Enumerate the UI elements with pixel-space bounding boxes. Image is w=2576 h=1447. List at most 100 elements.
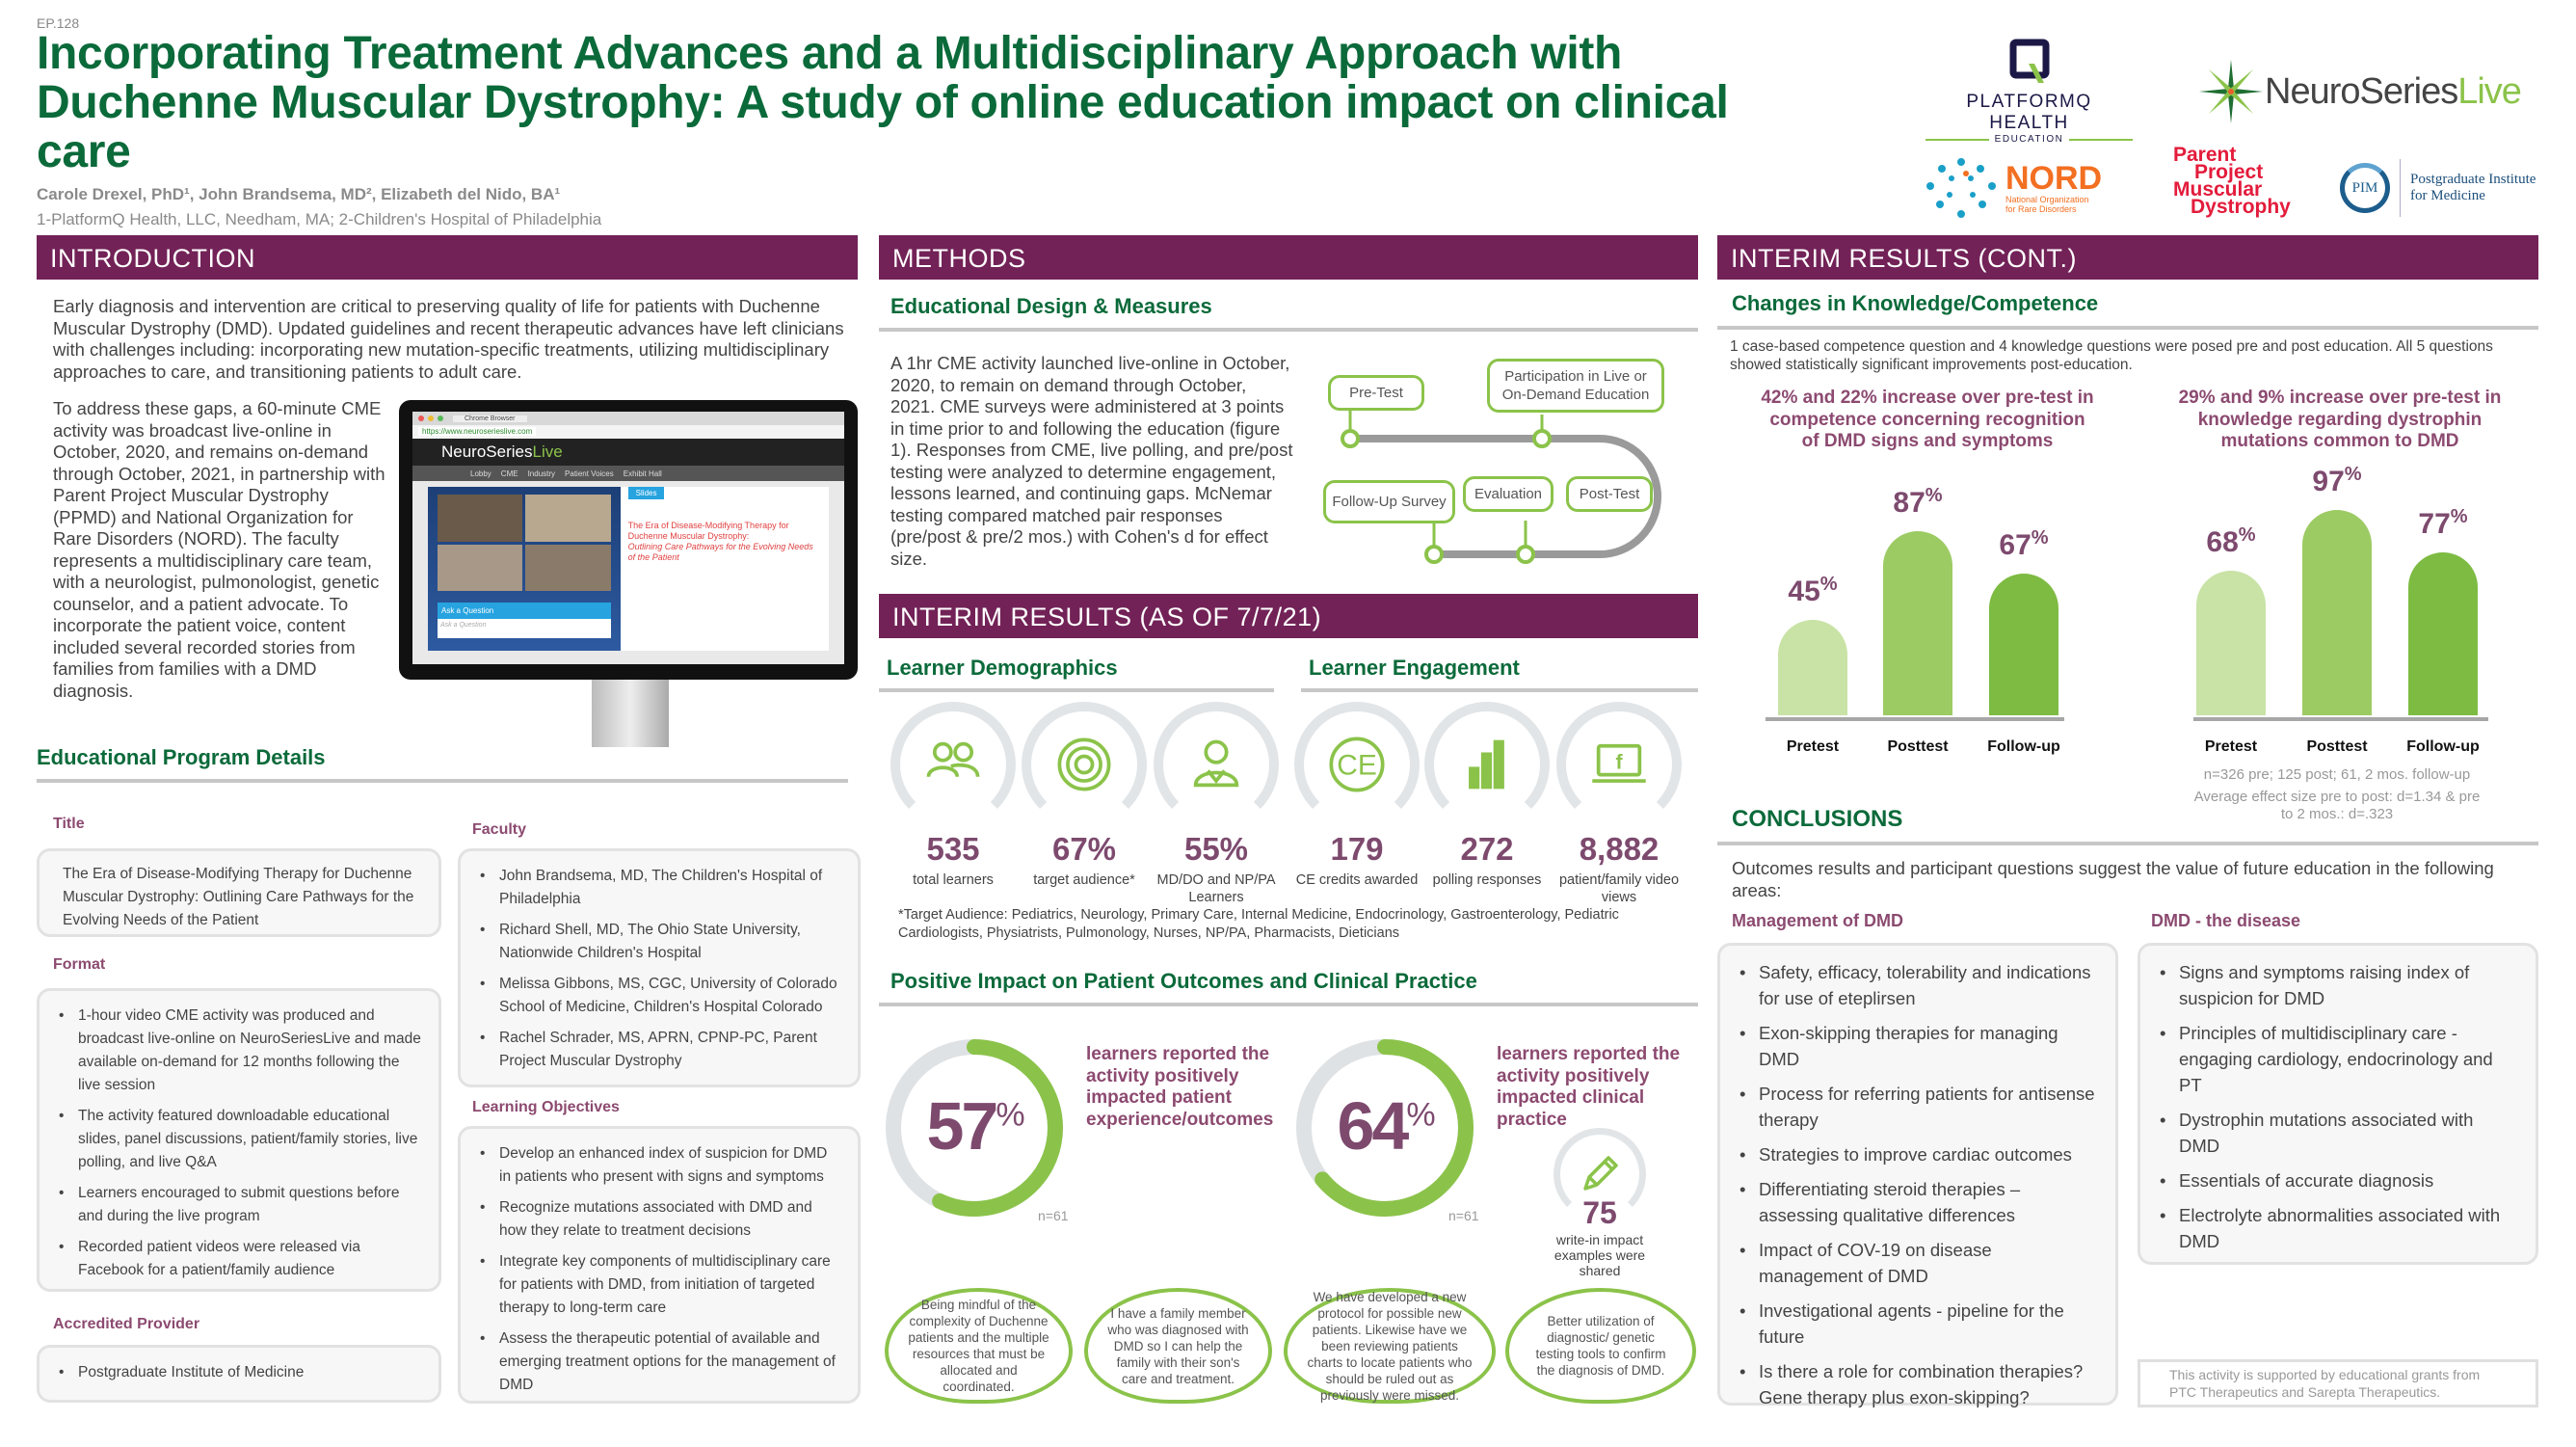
methods-header: METHODS: [879, 235, 1698, 280]
divider: [879, 1003, 1698, 1006]
video-panel: [438, 495, 611, 591]
program-title-text: The Era of Disease-Modifying Therapy for…: [63, 866, 414, 928]
objective-item: Integrate key components of multidiscipl…: [478, 1250, 840, 1320]
program-details-heading: Educational Program Details: [37, 745, 326, 769]
impact-text: learners reported the activity positivel…: [1086, 1044, 1274, 1130]
engagement-heading: Learner Engagement: [1309, 656, 1520, 680]
site-nav: Lobby CME Industry Patient Voices Exhibit Ha…: [412, 466, 844, 481]
target-footnote: *Target Audience: Pediatrics, Neurology,…: [898, 907, 1619, 941]
management-item: Investigational agents - pipeline for th…: [1738, 1298, 2098, 1350]
stat-ring: [1424, 702, 1550, 827]
bar-posttest: [1883, 530, 1952, 715]
stat-ring: [890, 702, 1016, 827]
flow-followup: Follow-Up Survey: [1323, 480, 1455, 523]
quote-text: I have a family member who was diagnosed…: [1107, 1305, 1249, 1386]
flow-diagram: [1341, 411, 1661, 564]
stat-value: 8,882: [1579, 831, 1660, 867]
quote-bubble: Being mindful of the complexity of Duche…: [885, 1288, 1073, 1404]
bar-unit: %: [1925, 484, 1943, 506]
site-nav-industry: Industry: [527, 469, 556, 478]
ask-question-bar: Ask a Question: [438, 603, 611, 619]
divider: [1301, 688, 1698, 692]
title-label: Title: [53, 816, 85, 832]
management-item: Is there a role for combination therapie…: [1738, 1358, 2098, 1410]
flow-posttest: Post-Test: [1566, 476, 1653, 512]
svg-text:CE: CE: [1337, 750, 1376, 782]
bar-posttest: [2302, 509, 2372, 715]
writein-label: write-in impact examples were shared: [1554, 1232, 1646, 1278]
quote-bubble: We have developed a new protocol for pos…: [1284, 1288, 1496, 1404]
site-nav-patient-voices: Patient Voices: [565, 469, 614, 478]
quote-text: Being mindful of the complexity of Duche…: [908, 1298, 1049, 1394]
sample-size-note: n=326 pre; 125 post; 61, 2 mos. follow-u…: [2203, 766, 2471, 783]
site-nav-lobby: Lobby: [470, 469, 491, 478]
stat-ring: [1154, 702, 1279, 827]
management-item: Impact of COV-19 on disease management o…: [1738, 1237, 2098, 1289]
platformq-sub: EDUCATION: [1994, 134, 2064, 145]
quote-bubble: I have a family member who was diagnosed…: [1084, 1288, 1272, 1404]
impact-percent: 57%: [897, 1087, 1051, 1165]
chart-axis: [2193, 717, 2488, 721]
live-text: Live: [2457, 70, 2522, 112]
ppmd-line: Parent: [2173, 144, 2237, 166]
disease-item: Essentials of accurate diagnosis: [2158, 1167, 2518, 1193]
demographics-heading: Learner Demographics: [887, 656, 1118, 680]
divider: [1717, 326, 2538, 330]
ppmd-line: Project: [2194, 161, 2264, 183]
stat-label: target audience*: [1033, 872, 1135, 888]
impact-text: learners reported the activity positivel…: [1497, 1044, 1681, 1130]
conclusions-heading: CONCLUSIONS: [1732, 806, 1903, 832]
learners-icon: [926, 741, 980, 778]
laptop-facebook-icon: f: [1592, 743, 1646, 783]
introduction-header: INTRODUCTION: [37, 235, 858, 280]
stat-mddo: 55% MD/DO and NP/PA Learners: [1149, 702, 1284, 906]
stat-ring: CE: [1294, 702, 1420, 827]
impact-percent: 64%: [1308, 1087, 1462, 1165]
stat-ce: CE 179 CE credits awarded: [1289, 702, 1424, 889]
impact-n: n=61: [1448, 1208, 1479, 1223]
flow-participation: Participation in Live or On-Demand Educa…: [1487, 359, 1664, 413]
format-item: The activity featured downloadable educa…: [57, 1105, 421, 1174]
percent-sign: %: [1406, 1096, 1435, 1134]
browser-url: https://www.neuroserieslive.com: [418, 427, 537, 436]
nord-burst-icon: [1926, 158, 1996, 218]
bar-unit: %: [2450, 505, 2468, 527]
target-icon: [1057, 737, 1111, 791]
bar-value: 67: [1999, 528, 2032, 561]
chart-axis: [1766, 717, 2064, 721]
nord-sub: National Organization for Rare Disorders: [2005, 195, 2089, 214]
percent-sign: %: [996, 1096, 1024, 1134]
star-burst-icon: [2199, 60, 2263, 123]
slide-subtitle: Outlining Care Pathways for the Evolving…: [627, 542, 813, 562]
disease-label: DMD - the disease: [2151, 911, 2301, 930]
poster-code: EP.128: [37, 15, 80, 31]
stat-label: MD/DO and NP/PA Learners: [1156, 872, 1276, 905]
disease-item: Dystrophin mutations associated with DMD: [2158, 1107, 2518, 1159]
browser-tab: Chrome Browser: [453, 415, 527, 422]
faculty-item: Richard Shell, MD, The Ohio State Univer…: [478, 919, 840, 965]
faculty-label: Faculty: [472, 821, 527, 838]
bar-value: 77: [2418, 507, 2451, 540]
disease-item: Signs and symptoms raising index of susp…: [2158, 959, 2518, 1011]
objectives-label: Learning Objectives: [472, 1099, 620, 1115]
faculty-item: Melissa Gibbons, MS, CGC, University of …: [478, 973, 840, 1019]
poster-title: Incorporating Treatment Advances and a M…: [37, 28, 1729, 177]
nord-logo: NORD National Organization for Rare Disor…: [1923, 154, 2102, 222]
slides-tab: Slides: [627, 487, 665, 499]
stat-label: polling responses: [1432, 872, 1542, 888]
disease-item: Principles of multidisciplinary care - e…: [2158, 1020, 2518, 1098]
provider-name: Postgraduate Institute of Medicine: [57, 1361, 421, 1384]
flow-pretest: Pre-Test: [1328, 375, 1424, 411]
bar-unit: %: [2344, 463, 2362, 485]
management-item: Strategies to improve cardiac outcomes: [1738, 1141, 2098, 1167]
site-nav-exhibit-hall: Exhibit Hall: [623, 469, 662, 478]
bar-value: 97: [2312, 465, 2345, 497]
neuro-text: NeuroSeries: [2265, 70, 2458, 112]
stat-patientfamily: f 8,882 patient/family video views: [1552, 702, 1686, 906]
bar-value: 45: [1788, 576, 1820, 607]
management-item: Exon-skipping therapies for managing DMD: [1738, 1020, 2098, 1072]
divider: [879, 688, 1274, 692]
divider: [37, 779, 848, 783]
category-label: Posttest: [1887, 738, 1949, 755]
ppmd-logo: Parent Project Muscular Dystrophy: [2173, 144, 2291, 217]
